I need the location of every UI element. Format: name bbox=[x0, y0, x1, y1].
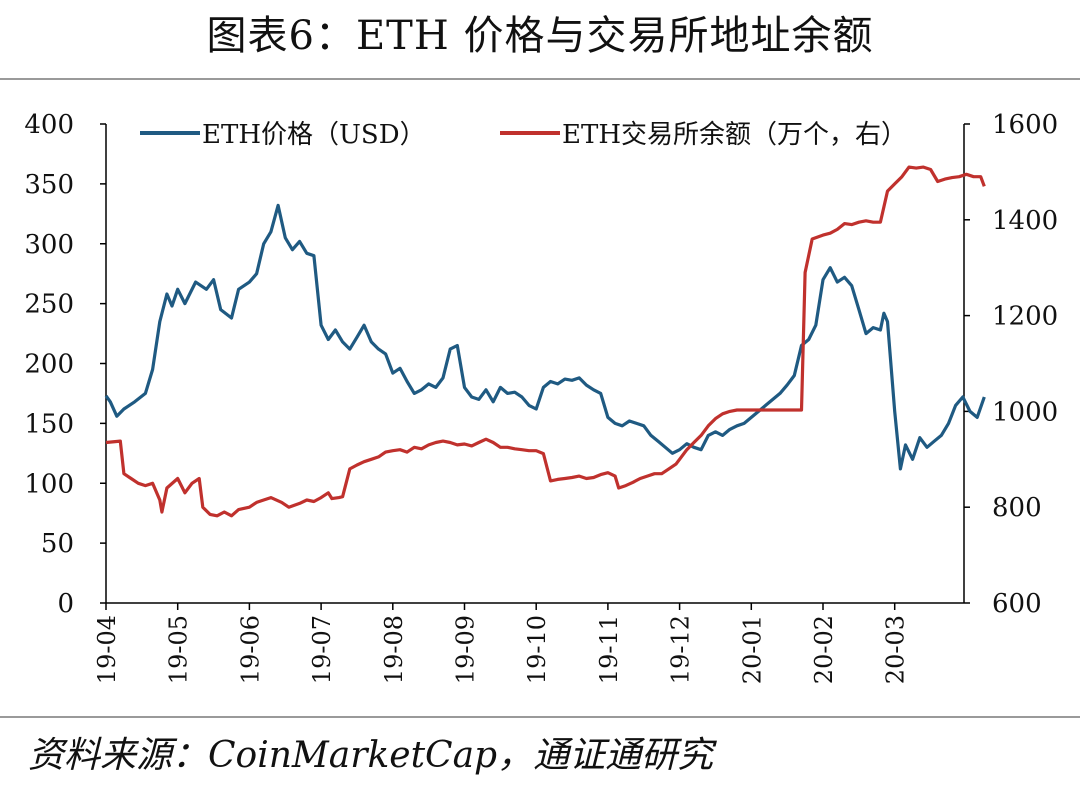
eth-chart: 0 50 100 150 200 250 300 350 400 600 800 1000 1200 14… bbox=[24, 110, 1058, 684]
x-tick-label: 19-11 bbox=[595, 615, 623, 684]
legend-eth-exchange-balance: ETH交易所余额（万个，右） bbox=[562, 120, 907, 150]
x-tick-label: 20-03 bbox=[882, 615, 910, 684]
left-tick-label: 200 bbox=[24, 350, 74, 380]
source-divider bbox=[0, 716, 1080, 718]
left-tick-label: 100 bbox=[24, 469, 74, 499]
left-tick-label: 50 bbox=[41, 529, 74, 559]
eth-exchange-balance-line bbox=[105, 165, 986, 518]
x-tick-label: 19-07 bbox=[308, 615, 336, 684]
x-tick-label: 19-12 bbox=[667, 615, 695, 684]
left-tick-label: 400 bbox=[24, 110, 74, 140]
legend-eth-price: ETH价格（USD） bbox=[202, 120, 426, 150]
source-note: 资料来源：CoinMarketCap，通证通研究 bbox=[28, 735, 714, 776]
left-tick-label: 300 bbox=[24, 230, 74, 260]
right-tick-label: 1200 bbox=[992, 302, 1058, 332]
chart-title: 图表6：ETH 价格与交易所地址余额 bbox=[206, 13, 874, 59]
right-tick-label: 800 bbox=[992, 493, 1042, 523]
right-tick-label: 600 bbox=[992, 589, 1042, 619]
x-tick-label: 20-02 bbox=[810, 615, 838, 684]
x-tick-label: 20-01 bbox=[738, 615, 766, 684]
x-tick-label: 19-05 bbox=[165, 615, 193, 684]
left-tick-label: 0 bbox=[57, 589, 74, 619]
right-tick-label: 1600 bbox=[992, 110, 1058, 140]
x-tick-label: 19-10 bbox=[523, 615, 551, 684]
x-tick-label: 19-09 bbox=[452, 615, 480, 684]
left-tick-label: 250 bbox=[24, 290, 74, 320]
left-tick-label: 150 bbox=[24, 409, 74, 439]
right-tick-label: 1000 bbox=[992, 397, 1058, 427]
left-tick-label: 350 bbox=[24, 170, 74, 200]
title-divider bbox=[0, 78, 1080, 80]
x-tick-label: 19-06 bbox=[236, 615, 264, 684]
eth-price-line bbox=[104, 203, 986, 471]
x-tick-label: 19-08 bbox=[380, 615, 408, 684]
x-tick-label: 19-04 bbox=[93, 615, 121, 684]
right-tick-label: 1400 bbox=[992, 206, 1058, 236]
